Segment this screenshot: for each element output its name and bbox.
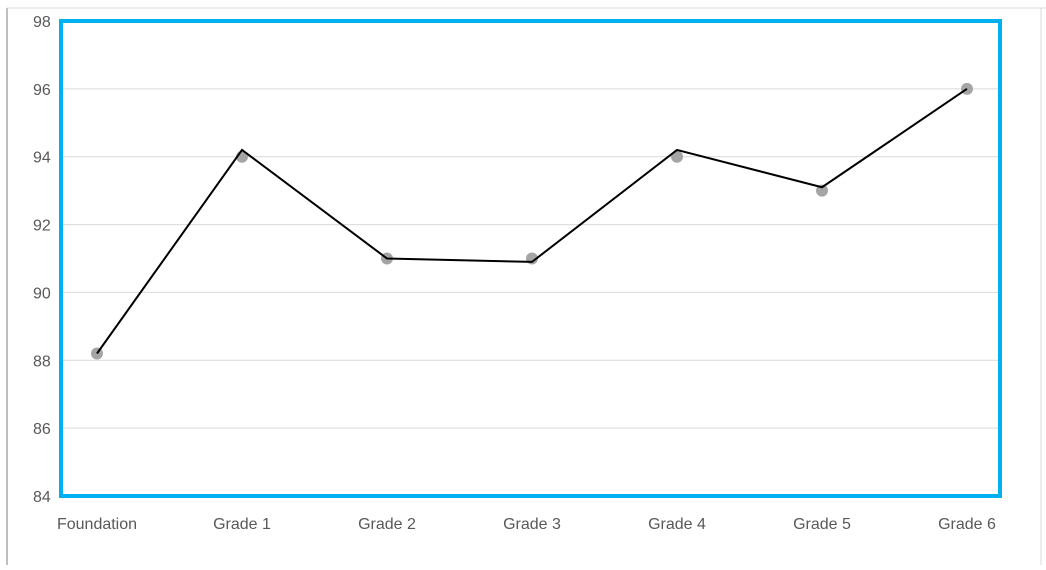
x-tick-label: Grade 3 [503,516,561,533]
x-tick-label: Foundation [57,516,137,533]
y-tick-label: 92 [33,218,51,235]
y-tick-label: 86 [33,421,51,438]
y-tick-label: 96 [33,82,51,99]
y-tick-label: 84 [33,489,51,506]
y-tick-label: 88 [33,353,51,370]
y-tick-label: 90 [33,285,51,302]
x-tick-label: Grade 1 [213,516,271,533]
data-point-marker [816,184,828,197]
plot-area-border [59,19,1002,498]
x-tick-label: Grade 6 [938,516,996,533]
x-tick-label: Grade 2 [358,516,416,533]
x-tick-label: Grade 4 [648,516,706,533]
y-tick-label: 94 [33,150,51,167]
data-point-marker [671,150,683,163]
y-tick-label: 98 [33,14,51,31]
series-line [96,88,968,355]
x-tick-label: Grade 5 [793,516,851,533]
